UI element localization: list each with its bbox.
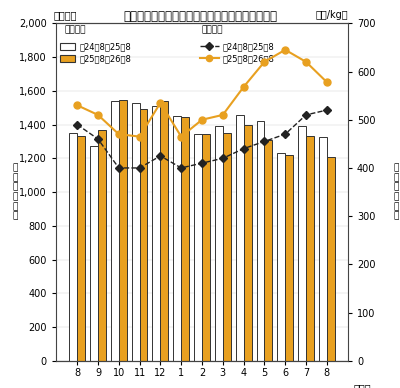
Bar bbox=[306, 136, 314, 361]
Bar bbox=[119, 100, 127, 361]
Bar bbox=[194, 134, 202, 361]
Text: （月）: （月） bbox=[354, 383, 372, 388]
Bar bbox=[173, 116, 181, 361]
Text: （
卸
売
価
格
）: （ 卸 売 価 格 ） bbox=[393, 163, 399, 221]
Bar bbox=[90, 146, 98, 361]
Text: と畜頭数: と畜頭数 bbox=[65, 25, 86, 34]
Bar bbox=[98, 130, 106, 361]
Bar bbox=[236, 115, 244, 361]
Bar bbox=[256, 121, 264, 361]
Bar bbox=[244, 125, 252, 361]
Bar bbox=[264, 140, 272, 361]
Bar bbox=[298, 126, 306, 361]
Bar bbox=[215, 126, 223, 361]
Bar bbox=[111, 101, 119, 361]
Bar bbox=[277, 153, 285, 361]
Text: 卸売価格: 卸売価格 bbox=[202, 25, 224, 34]
Text: 豚と畜頭数及び卸売価格（省令）の推移（全国）: 豚と畜頭数及び卸売価格（省令）の推移（全国） bbox=[123, 10, 277, 23]
Bar bbox=[152, 106, 160, 361]
Legend: 平24．8～25．8, 平25．8～26．8: 平24．8～25．8, 平25．8～26．8 bbox=[200, 43, 275, 64]
Text: （
と
畜
頭
数
）: （ と 畜 頭 数 ） bbox=[12, 163, 18, 221]
Bar bbox=[140, 109, 148, 361]
Bar bbox=[202, 134, 210, 361]
Bar bbox=[181, 117, 189, 361]
Bar bbox=[160, 101, 168, 361]
Bar bbox=[327, 157, 335, 361]
Bar bbox=[69, 133, 77, 361]
Text: （円/kg）: （円/kg） bbox=[315, 10, 348, 20]
Bar bbox=[285, 155, 293, 361]
Text: （千頭）: （千頭） bbox=[53, 10, 76, 20]
Bar bbox=[319, 137, 327, 361]
Bar bbox=[77, 136, 85, 361]
Bar bbox=[132, 102, 140, 361]
Bar bbox=[223, 133, 231, 361]
